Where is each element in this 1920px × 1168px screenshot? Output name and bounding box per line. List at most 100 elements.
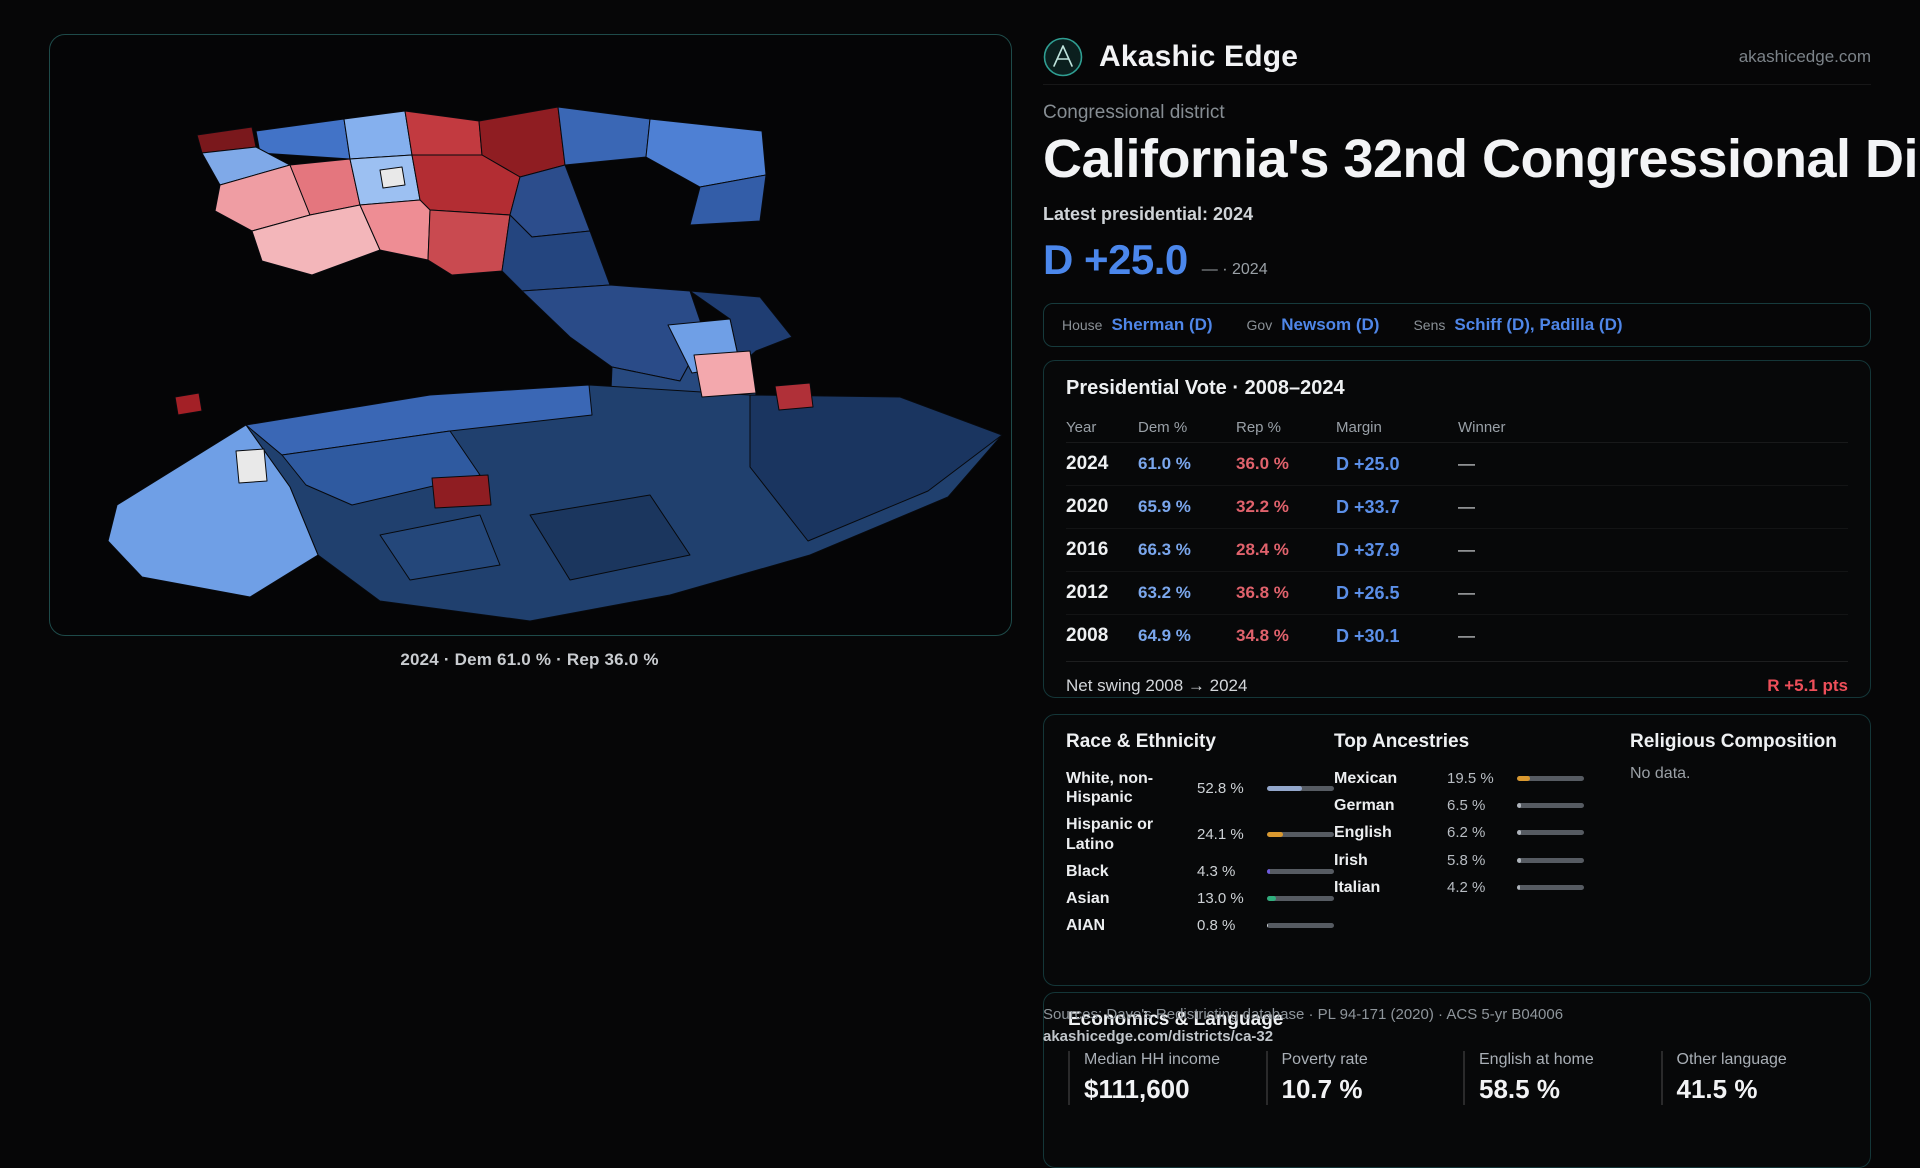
stat-value: 41.5 % bbox=[1676, 1074, 1758, 1104]
ancestry-value: 6.5 % bbox=[1447, 797, 1486, 815]
no-data-text: No data. bbox=[1630, 765, 1691, 782]
year-cell: 2020 bbox=[1066, 496, 1109, 517]
rep-cell: 36.8 % bbox=[1236, 583, 1289, 602]
stat-value: 10.7 % bbox=[1281, 1074, 1363, 1104]
table-row: 2016 66.3 % 28.4 % D +37.9 — bbox=[1066, 529, 1848, 572]
bar-track bbox=[1517, 857, 1584, 863]
headline-margin: D +25.0 — · 2024 bbox=[1043, 236, 1268, 284]
bar-fill bbox=[1267, 868, 1270, 874]
economics-stats: Median HH income $111,600 Poverty rate 1… bbox=[1068, 1051, 1846, 1105]
stat-label: Poverty rate bbox=[1281, 1051, 1368, 1068]
stat-cell: Median HH income $111,600 bbox=[1068, 1051, 1254, 1105]
presidential-table: Year Dem % Rep % Margin Winner 2024 61.0… bbox=[1066, 412, 1848, 657]
stat-label: Other language bbox=[1676, 1051, 1787, 1068]
list-item: English 6.2 % bbox=[1334, 819, 1584, 846]
ancestry-value: 19.5 % bbox=[1447, 770, 1494, 788]
dem-cell: 65.9 % bbox=[1138, 497, 1191, 516]
bar-track bbox=[1517, 776, 1584, 782]
rep-cell: 32.2 % bbox=[1236, 497, 1289, 516]
religion-title: Religious Composition bbox=[1630, 731, 1837, 752]
year-cell: 2008 bbox=[1066, 625, 1109, 646]
bar-track bbox=[1267, 923, 1334, 929]
ancestry-label: Italian bbox=[1334, 878, 1381, 896]
stat-cell: Poverty rate 10.7 % bbox=[1265, 1051, 1452, 1105]
col-year: Year bbox=[1066, 418, 1097, 436]
stat-cell: Other language 41.5 % bbox=[1660, 1051, 1847, 1105]
stat-value: $111,600 bbox=[1084, 1074, 1190, 1104]
dem-cell: 64.9 % bbox=[1138, 626, 1191, 645]
rep-cell: 28.4 % bbox=[1236, 540, 1289, 559]
dem-cell: 66.3 % bbox=[1138, 540, 1191, 559]
table-row: 2024 61.0 % 36.0 % D +25.0 — bbox=[1066, 443, 1848, 486]
winner-cell: — bbox=[1458, 626, 1475, 645]
ancestry-label: Mexican bbox=[1334, 770, 1398, 787]
map-caption: 2024 · Dem 61.0 % · Rep 36.0 % bbox=[400, 650, 659, 669]
bar-track bbox=[1267, 868, 1334, 874]
race-value: 24.1 % bbox=[1197, 826, 1244, 844]
permalink-link[interactable]: akashicedge.com/districts/ca-32 bbox=[1043, 1028, 1274, 1045]
latest-presidential-label: Latest presidential: 2024 bbox=[1043, 204, 1254, 224]
table-row: 2012 63.2 % 36.8 % D +26.5 — bbox=[1066, 572, 1848, 615]
list-item: Hispanic or Latino 24.1 % bbox=[1066, 811, 1334, 857]
race-value: 13.0 % bbox=[1197, 890, 1244, 908]
ancestry-label: Irish bbox=[1334, 851, 1368, 869]
bar-fill bbox=[1517, 803, 1522, 809]
top-ancestries-section: Top Ancestries Mexican 19.5 % German 6.5… bbox=[1334, 731, 1606, 969]
district-map-panel bbox=[49, 34, 1012, 636]
margin-cell: D +25.0 bbox=[1336, 453, 1400, 474]
house-value: Sherman (D) bbox=[1111, 315, 1213, 334]
list-item: AIAN 0.8 % bbox=[1066, 912, 1334, 939]
winner-cell: — bbox=[1458, 583, 1475, 602]
winner-cell: — bbox=[1458, 454, 1475, 473]
col-margin: Margin bbox=[1336, 418, 1382, 436]
bar-track bbox=[1517, 884, 1584, 890]
page-title: California's 32nd Congressional District bbox=[1043, 129, 1920, 189]
table-header-row: Year Dem % Rep % Margin Winner bbox=[1066, 412, 1848, 443]
religious-composition-section: Religious Composition No data. bbox=[1606, 731, 1848, 969]
precinct-shapes bbox=[107, 106, 1003, 622]
gov-value: Newsom (D) bbox=[1281, 315, 1380, 334]
bar-fill bbox=[1517, 884, 1520, 890]
bar-track bbox=[1517, 803, 1584, 809]
table-row: 2008 64.9 % 34.8 % D +30.1 — bbox=[1066, 615, 1848, 657]
brand-logo-icon[interactable] bbox=[1043, 37, 1083, 77]
site-url-link[interactable]: akashicedge.com bbox=[1738, 47, 1871, 66]
house-label: House bbox=[1062, 317, 1103, 333]
brand-name[interactable]: Akashic Edge bbox=[1099, 40, 1299, 73]
year-cell: 2012 bbox=[1066, 582, 1109, 603]
race-value: 52.8 % bbox=[1197, 779, 1244, 797]
sources-note: Sources: Dave's Redistricting database ·… bbox=[1043, 1004, 1563, 1048]
dem-cell: 61.0 % bbox=[1138, 454, 1191, 473]
swing-value: R +5.1 pts bbox=[1767, 676, 1848, 695]
race-value: 4.3 % bbox=[1197, 862, 1236, 880]
list-item: White, non-Hispanic 52.8 % bbox=[1066, 765, 1334, 811]
list-item: Italian 4.2 % bbox=[1334, 874, 1584, 901]
margin-note: — · 2024 bbox=[1201, 261, 1268, 278]
bar-track bbox=[1267, 896, 1334, 902]
race-label: Black bbox=[1066, 862, 1109, 880]
margin-cell: D +37.9 bbox=[1336, 539, 1400, 560]
rep-cell: 36.0 % bbox=[1236, 454, 1289, 473]
race-value: 0.8 % bbox=[1197, 917, 1236, 935]
stat-label: English at home bbox=[1479, 1051, 1594, 1068]
demographics-panel: Race & Ethnicity White, non-Hispanic 52.… bbox=[1043, 714, 1871, 986]
bar-track bbox=[1267, 785, 1334, 791]
stat-value: 58.5 % bbox=[1479, 1074, 1560, 1104]
bar-fill bbox=[1517, 830, 1522, 836]
gov-label: Gov bbox=[1246, 317, 1273, 333]
ancestry-label: English bbox=[1334, 824, 1392, 842]
margin-cell: D +30.1 bbox=[1336, 625, 1400, 646]
list-item: Mexican 19.5 % bbox=[1334, 765, 1584, 792]
col-winner: Winner bbox=[1458, 418, 1506, 436]
site-header: Akashic Edge akashicedge.com bbox=[1043, 30, 1871, 85]
sources-line: Sources: Dave's Redistricting database ·… bbox=[1043, 1006, 1564, 1023]
col-dem: Dem % bbox=[1138, 418, 1188, 436]
race-title: Race & Ethnicity bbox=[1066, 731, 1216, 752]
race-label: White, non-Hispanic bbox=[1066, 770, 1154, 807]
race-label: AIAN bbox=[1066, 917, 1106, 935]
race-label: Hispanic or Latino bbox=[1066, 816, 1154, 853]
district-overview: Akashic Edge akashicedge.com Congression… bbox=[1043, 0, 1920, 1168]
ancestry-value: 4.2 % bbox=[1447, 878, 1486, 896]
bar-fill bbox=[1267, 896, 1276, 902]
ancestry-value: 5.8 % bbox=[1447, 851, 1486, 869]
